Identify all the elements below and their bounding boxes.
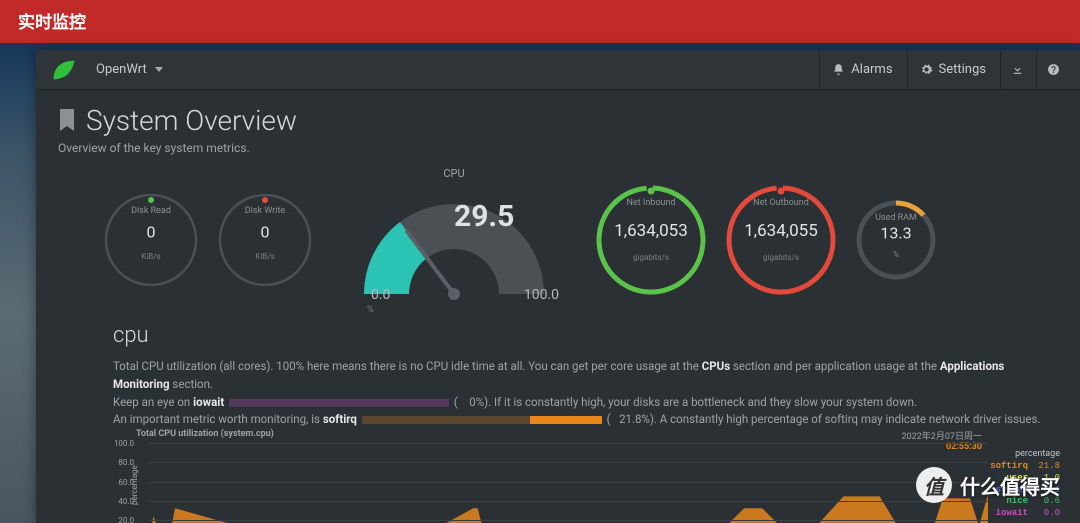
legend: percentage softirq21.8user1.0system6.1ni… [990, 449, 1060, 519]
help-button[interactable] [1036, 50, 1070, 90]
gauge-ram[interactable]: Used RAM13.3% [855, 199, 937, 281]
sparkline-softirq [362, 416, 602, 424]
settings-button[interactable]: Settings [907, 50, 998, 90]
cpu-max: 100.0 [524, 287, 559, 303]
alarms-label: Alarms [851, 62, 892, 77]
legend-header: percentage [990, 449, 1060, 459]
bell-icon [832, 63, 845, 76]
page-title: System Overview [86, 104, 297, 137]
content: System Overview Overview of the key syst… [36, 90, 1080, 523]
cpu-label: CPU [443, 167, 464, 180]
cpu-min: 0.0 [371, 287, 390, 303]
node-selector[interactable]: OpenWrt [90, 58, 169, 81]
alarms-button[interactable]: Alarms [819, 50, 904, 90]
cpu-min-unit: % [367, 305, 374, 315]
gear-icon [920, 63, 933, 76]
topbar: OpenWrt Alarms Settings [36, 50, 1080, 90]
download-button[interactable] [1000, 50, 1034, 90]
gauge-disk-read[interactable]: Disk Read0KiB/s [103, 192, 199, 288]
gauge-cpu[interactable]: CPU 29.5 0.0 % 100.0 [339, 175, 569, 305]
cpu-value: 29.5 [454, 199, 514, 234]
page-header: 实时监控 [0, 0, 1080, 43]
gauge-net-out[interactable]: Net Outbound1,634,055gigabits/s [725, 184, 837, 296]
gauges-row: Disk Read0KiB/s Disk Write0KiB/s CPU 29.… [58, 175, 1058, 305]
gauge-disk-write[interactable]: Disk Write0KiB/s [217, 192, 313, 288]
netdata-logo[interactable] [50, 56, 78, 84]
cpu-chart[interactable]: Total CPU utilization (system.cpu) 2022年… [136, 435, 1058, 523]
header-title: 实时监控 [18, 13, 86, 33]
node-name: OpenWrt [96, 62, 147, 77]
chevron-down-icon [155, 67, 163, 72]
gauge-net-in[interactable]: Net Inbound1,634,053gigabits/s [595, 184, 707, 296]
page-subtitle: Overview of the key system metrics. [58, 141, 1058, 155]
bookmark-icon [58, 109, 76, 133]
cpu-desc: Total CPU utilization (all cores). 100% … [113, 358, 1058, 429]
sparkline-iowait [229, 399, 449, 407]
settings-label: Settings [939, 62, 986, 77]
cpu-section-title: cpu [113, 323, 1058, 348]
plot-area [148, 437, 988, 523]
question-icon [1047, 63, 1060, 76]
netdata-panel: OpenWrt Alarms Settings System Overview [36, 50, 1080, 523]
download-icon [1011, 63, 1024, 76]
